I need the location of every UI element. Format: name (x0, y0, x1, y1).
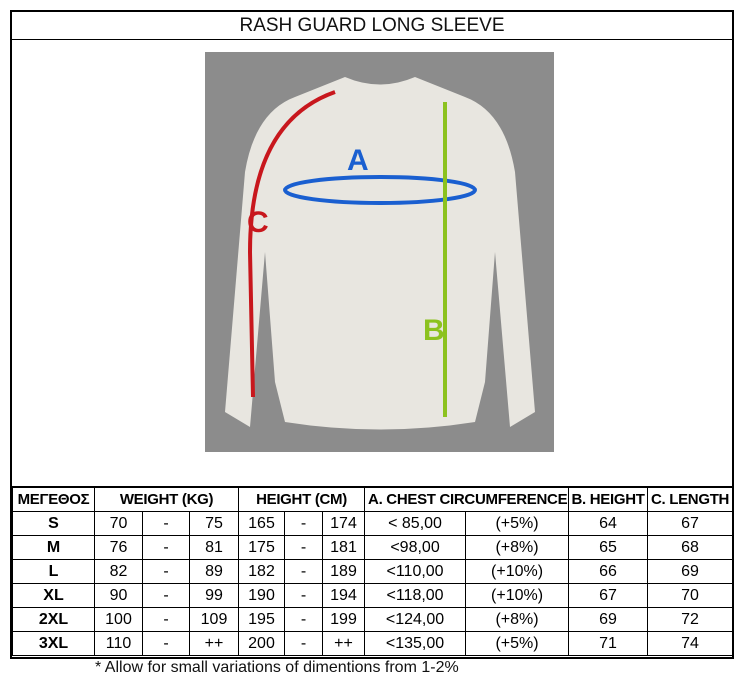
header-weight: WEIGHT (KG) (94, 486, 239, 512)
cell-w_max: 81 (189, 535, 239, 560)
size-table: ΜΕΓΕΘΟΣ WEIGHT (KG) HEIGHT (CM) A. CHEST… (12, 486, 734, 656)
cell-w_max: ++ (189, 631, 239, 656)
cell-chest: <118,00 (364, 583, 467, 608)
cell-c: 70 (647, 583, 734, 608)
cell-w_sep: - (142, 559, 190, 584)
cell-b: 66 (568, 559, 649, 584)
cell-w_sep: - (142, 535, 190, 560)
cell-b: 65 (568, 535, 649, 560)
cell-chest: <135,00 (364, 631, 467, 656)
cell-w_min: 76 (94, 535, 143, 560)
header-b-height: B. HEIGHT (568, 486, 649, 512)
cell-w_sep: - (142, 607, 190, 632)
label-b: B (423, 314, 445, 347)
cell-tol: (+8%) (465, 535, 570, 560)
label-c: C (247, 206, 269, 239)
cell-size: 2XL (12, 607, 95, 632)
cell-b: 64 (568, 511, 649, 536)
table-row: S 70-75 165-174 < 85,00 (+5%) 64 67 (12, 511, 734, 536)
cell-h_min: 165 (238, 511, 285, 536)
cell-size: XL (12, 583, 95, 608)
cell-chest: <124,00 (364, 607, 467, 632)
cell-tol: (+5%) (465, 511, 570, 536)
cell-b: 69 (568, 607, 649, 632)
header-size: ΜΕΓΕΘΟΣ (12, 486, 95, 512)
shirt-diagram: A B C (205, 52, 554, 452)
table-row: L 82-89 182-189 <110,00 (+10%) 66 69 (12, 559, 734, 584)
cell-h_max: 189 (321, 559, 366, 584)
cell-h_min: 175 (238, 535, 285, 560)
cell-w_min: 70 (94, 511, 143, 536)
cell-tol: (+10%) (465, 559, 570, 584)
cell-w_sep: - (142, 631, 190, 656)
table-row: XL 90-99 190-194 <118,00 (+10%) 67 70 (12, 583, 734, 608)
header-chest: A. CHEST CIRCUMFERENCE (364, 486, 570, 512)
table-row: 3XL 110- ++ 200- ++ <135,00 (+5%) 71 74 (12, 631, 734, 656)
cell-b: 67 (568, 583, 649, 608)
cell-h_sep: - (284, 631, 323, 656)
cell-w_min: 90 (94, 583, 143, 608)
cell-w_sep: - (142, 511, 190, 536)
cell-chest: <98,00 (364, 535, 467, 560)
cell-w_min: 100 (94, 607, 143, 632)
cell-h_max: 194 (321, 583, 366, 608)
cell-c: 67 (647, 511, 734, 536)
cell-size: M (12, 535, 95, 560)
cell-h_sep: - (284, 559, 323, 584)
header-c-length: C. LENGTH (647, 486, 734, 512)
cell-w_min: 110 (94, 631, 143, 656)
cell-w_min: 82 (94, 559, 143, 584)
table-header: ΜΕΓΕΘΟΣ WEIGHT (KG) HEIGHT (CM) A. CHEST… (12, 486, 734, 512)
cell-w_max: 89 (189, 559, 239, 584)
size-chart: RASH GUARD LONG SLEEVE A B C ΜΕΓΕΘΟΣ WEI… (10, 10, 734, 676)
footnote: * Allow for small variations of dimentio… (95, 659, 459, 676)
header-height: HEIGHT (CM) (237, 486, 366, 512)
cell-c: 72 (647, 607, 734, 632)
cell-tol: (+10%) (465, 583, 570, 608)
cell-c: 74 (647, 631, 734, 656)
cell-h_max: 174 (321, 511, 366, 536)
table-row: M 76-81 175-181 <98,00 (+8%) 65 68 (12, 535, 734, 560)
table-row: 2XL 100-109 195-199 <124,00 (+8%) 69 72 (12, 607, 734, 632)
cell-h_min: 195 (238, 607, 285, 632)
cell-h_min: 182 (238, 559, 285, 584)
cell-h_max: 181 (321, 535, 366, 560)
cell-h_max: 199 (321, 607, 366, 632)
cell-w_max: 109 (189, 607, 239, 632)
cell-size: S (12, 511, 95, 536)
cell-h_min: 190 (238, 583, 285, 608)
cell-h_sep: - (284, 535, 323, 560)
cell-tol: (+5%) (465, 631, 570, 656)
cell-chest: <110,00 (364, 559, 467, 584)
cell-c: 69 (647, 559, 734, 584)
cell-h_min: 200 (238, 631, 285, 656)
cell-tol: (+8%) (465, 607, 570, 632)
cell-h_max: ++ (321, 631, 366, 656)
cell-h_sep: - (284, 607, 323, 632)
cell-w_max: 75 (189, 511, 239, 536)
cell-w_max: 99 (189, 583, 239, 608)
cell-h_sep: - (284, 583, 323, 608)
cell-h_sep: - (284, 511, 323, 536)
cell-size: 3XL (12, 631, 95, 656)
cell-size: L (12, 559, 95, 584)
cell-w_sep: - (142, 583, 190, 608)
chart-title: RASH GUARD LONG SLEEVE (12, 12, 732, 40)
label-a: A (347, 144, 369, 177)
cell-c: 68 (647, 535, 734, 560)
cell-b: 71 (568, 631, 649, 656)
cell-chest: < 85,00 (364, 511, 467, 536)
